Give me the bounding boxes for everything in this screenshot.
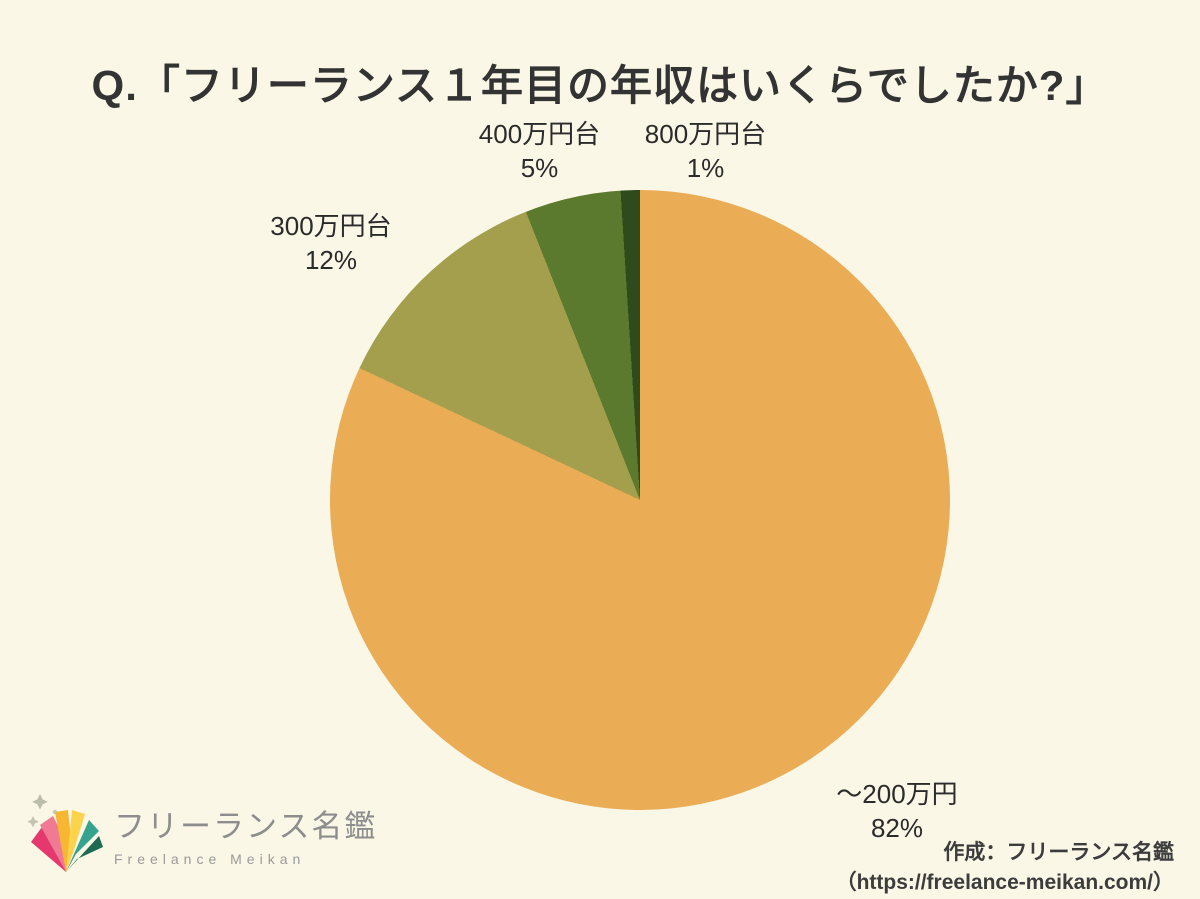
attribution: 作成：フリーランス名鑑 （https://freelance-meikan.co… xyxy=(836,838,1174,899)
pie-label-under200man-name: ～200万円 xyxy=(836,779,958,809)
pie-label-300man: 300万円台 12% xyxy=(242,210,420,278)
logo-text-japanese: フリーランス名鑑 xyxy=(114,809,378,844)
pie-label-300man-name: 300万円台 xyxy=(270,211,392,241)
pie-chart xyxy=(330,190,950,810)
open-book-icon xyxy=(27,794,103,872)
freelance-meikan-logo: フリーランス名鑑 Freelance Meikan xyxy=(24,788,377,880)
pie-label-400man-pct: 5% xyxy=(520,152,559,183)
pie-label-400man: 400万円台 5% xyxy=(452,118,627,186)
attribution-author: 作成：フリーランス名鑑 xyxy=(943,841,1174,864)
logo-text-block: フリーランス名鑑 Freelance Meikan xyxy=(114,801,377,867)
chart-title: Q.「フリーランス１年目の年収はいくらでしたか?」 xyxy=(91,62,1109,109)
pie-label-300man-pct: 12% xyxy=(304,244,358,275)
pie-label-under200man: ～200万円 82% xyxy=(792,778,1002,846)
pie-label-400man-name: 400万円台 xyxy=(478,119,601,149)
pie-label-800man: 800万円台 1% xyxy=(618,118,793,186)
pie-label-800man-pct: 1% xyxy=(686,152,725,183)
pie-label-under200man-pct: 82% xyxy=(870,812,924,843)
logo-text-english: Freelance Meikan xyxy=(114,851,306,867)
pie-label-800man-name: 800万円台 xyxy=(644,119,767,149)
attribution-url: （https://freelance-meikan.com/） xyxy=(835,871,1174,895)
